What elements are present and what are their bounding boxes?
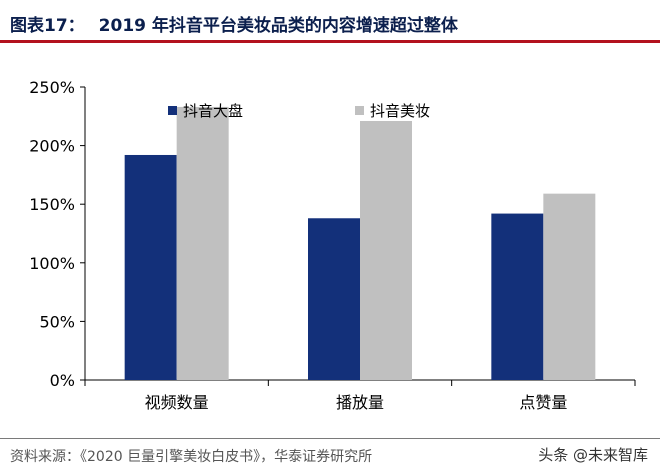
source-note: 资料来源：《2020 巨量引擎美妆白皮书》，华泰证券研究所 (10, 449, 373, 465)
bar-chart: 0% 50% 100% 150% 200% 250% 视频数量 播放量 点赞量 抖音大盘 抖音美妆 (29, 78, 636, 412)
bar-meizhuang (543, 193, 596, 380)
y-tick-label: 0% (50, 371, 75, 390)
x-tick-label: 视频数量 (145, 393, 209, 412)
legend-label: 抖音美妆 (370, 102, 430, 120)
y-tick-label: 250% (29, 78, 75, 97)
y-tick-label: 50% (39, 312, 75, 331)
legend-swatch (168, 106, 177, 115)
legend-swatch (355, 106, 364, 115)
x-tick-label: 播放量 (336, 393, 384, 412)
title-divider (0, 40, 660, 43)
chart-container: 0% 50% 100% 150% 200% 250% 视频数量 播放量 点赞量 抖音大盘 抖音美妆 (0, 50, 660, 439)
legend-label: 抖音大盘 (183, 102, 243, 120)
figure-label: 图表17： (10, 15, 85, 36)
y-tick-label: 200% (29, 137, 75, 156)
watermark: 头条 @未来智库 (538, 446, 648, 464)
bar-meizhuang (360, 120, 412, 380)
footer-divider (0, 438, 660, 439)
figure-title: 2019 年抖音平台美妆品类的内容增速超过整体 (98, 15, 458, 36)
bar-dapan (124, 154, 177, 380)
x-tick-label: 点赞量 (519, 393, 567, 412)
y-tick-label: 150% (29, 195, 75, 214)
bar-dapan (308, 218, 360, 380)
bar-dapan (491, 213, 544, 380)
figure-header: 图表17： 2019 年抖音平台美妆品类的内容增速超过整体 (10, 8, 650, 38)
bar-meizhuang (176, 106, 229, 380)
y-tick-label: 100% (29, 254, 75, 273)
